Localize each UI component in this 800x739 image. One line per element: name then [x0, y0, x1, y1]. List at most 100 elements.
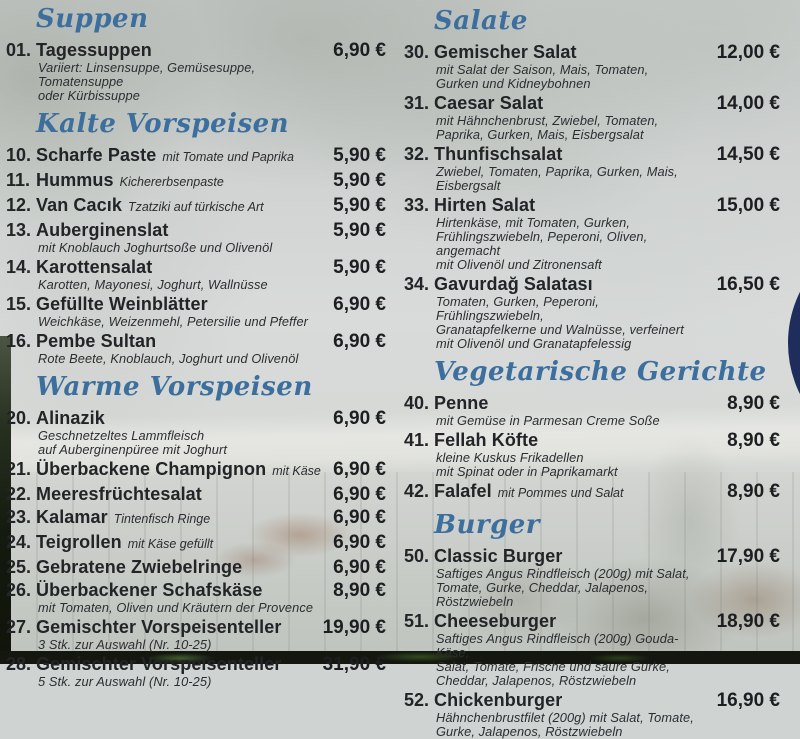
- item-title: Gemischter Vorspeisenteller: [36, 654, 282, 674]
- item-price: 8,90 €: [333, 580, 386, 601]
- menu-column-right: Salate 30. Gemischer Salat mit Salat der Sa…: [404, 0, 780, 739]
- menu-item: 32. Thunfischsalat Zwiebel, Tomaten, Papri…: [404, 144, 780, 193]
- section-header: Vegetarische Gerichte: [434, 357, 767, 387]
- item-title: Chickenburger: [434, 690, 563, 710]
- item-title-suffix: Kichererbsenpaste: [119, 175, 224, 189]
- menu-item: 15. Gefüllte Weinblätter Weichkäse, Weizen…: [6, 294, 386, 329]
- item-number: 20.: [6, 408, 32, 428]
- item-number: 15.: [6, 294, 32, 314]
- railing-texture: [0, 472, 800, 652]
- item-price: 5,90 €: [333, 257, 386, 278]
- menu-item-row: 11. Hummus Kichererbsenpaste: [6, 170, 316, 193]
- dark-left-edge: [0, 336, 11, 664]
- section-header: Suppen: [36, 4, 149, 34]
- menu-item-row: 40. Penne: [404, 393, 710, 414]
- item-price: 8,90 €: [727, 481, 780, 502]
- menu-item-row: 34. Gavurdağ Salatası: [404, 274, 710, 295]
- menu-item: 27. Gemischter Vorspeisenteller 3 Stk. zur…: [6, 617, 386, 652]
- item-description-line: mit Hähnchenbrust, Zwiebel, Tomaten,: [436, 113, 659, 128]
- menu-item-row: 12. Van Cacık Tzatziki auf türkische Art: [6, 195, 316, 218]
- item-title: Überbackene Champignon: [36, 459, 267, 479]
- item-title: Cheeseburger: [434, 611, 557, 631]
- item-number: 42.: [404, 481, 430, 501]
- item-title: Gebratene Zwiebelringe: [36, 557, 243, 577]
- item-number: 22.: [6, 484, 32, 504]
- item-price: 5,90 €: [333, 220, 386, 241]
- item-number: 51.: [404, 611, 430, 631]
- menu-item-row: 16. Pembe Sultan: [6, 331, 316, 352]
- item-number: 11.: [6, 170, 31, 190]
- menu-item-row: 42. Falafel mit Pommes und Salat: [404, 481, 710, 504]
- item-description-line: Paprika, Gurken, Mais, Eisbergsalat: [436, 127, 644, 142]
- menu-item: 51. Cheeseburger Saftiges Angus Rindfleisc…: [404, 611, 780, 688]
- item-price: 14,50 €: [716, 144, 780, 165]
- item-price: 6,90 €: [333, 408, 386, 429]
- item-number: 27.: [6, 617, 32, 637]
- dark-bottom-edge: [0, 651, 800, 664]
- item-description-line: mit Gemüse in Parmesan Creme Soße: [436, 413, 660, 428]
- item-number: 24.: [6, 532, 32, 552]
- item-description-line: Hähnchenbrustfilet (200g) mit Salat, Tom…: [436, 710, 694, 725]
- menu-item: 24. Teigrollen mit Käse gefüllt 6,90 €: [6, 532, 386, 555]
- item-description-line: Frühlingszwiebeln, Peperoni, Oliven, ang…: [436, 229, 648, 258]
- item-price: 5,90 €: [333, 195, 386, 216]
- menu-item: 31. Caesar Salat mit Hähnchenbrust, Zwiebe…: [404, 93, 780, 142]
- item-description-line: Geschnetzeltes Lammfleisch: [38, 428, 205, 443]
- menu-item-row: 52. Chickenburger: [404, 690, 710, 711]
- menu-item-row: 31. Caesar Salat: [404, 93, 710, 114]
- item-price: 5,90 €: [333, 170, 386, 191]
- item-price: 6,90 €: [333, 532, 386, 553]
- item-title: Alinazik: [36, 408, 105, 428]
- item-description-line: mit Spinat oder in Paprikamarkt: [436, 464, 618, 479]
- menu-item-row: 15. Gefüllte Weinblätter: [6, 294, 316, 315]
- item-price: 6,90 €: [333, 507, 386, 528]
- item-title: Meeresfrüchtesalat: [36, 484, 202, 504]
- item-title: Gemischer Salat: [434, 42, 577, 62]
- item-price: 6,90 €: [333, 557, 386, 578]
- menu-item-row: 10. Scharfe Paste mit Tomate und Paprika: [6, 145, 316, 168]
- item-title: Thunfischsalat: [434, 144, 563, 164]
- menu-item: 41. Fellah Köfte kleine Kuskus Frikadellen…: [404, 430, 780, 479]
- menu-item: 50. Classic Burger Saftiges Angus Rindflei…: [404, 546, 780, 609]
- item-price: 16,50 €: [716, 274, 780, 295]
- item-number: 50.: [404, 546, 430, 566]
- item-price: 6,90 €: [333, 484, 386, 505]
- item-description-line: mit Knoblauch Joghurtsoße und Olivenöl: [38, 240, 273, 255]
- menu-item: 23. Kalamar Tintenfisch Ringe 6,90 €: [6, 507, 386, 530]
- background-photo: [0, 0, 800, 664]
- item-number: 23.: [6, 507, 32, 527]
- item-number: 01.: [6, 40, 32, 60]
- item-number: 28.: [6, 654, 32, 674]
- menu-item: 33. Hirten Salat Hirtenkäse, mit Tomaten, …: [404, 195, 780, 272]
- menu-item-row: 27. Gemischter Vorspeisenteller: [6, 617, 316, 638]
- item-description-line: mit Salat der Saison, Mais, Tomaten,: [436, 62, 649, 77]
- item-description-line: Weichkäse, Weizenmehl, Petersilie und Pf…: [38, 314, 309, 329]
- item-description-line: Zwiebel, Tomaten, Paprika, Gurken, Mais,…: [436, 164, 678, 193]
- section-header: Kalte Vorspeisen: [36, 109, 290, 139]
- menu-item-row: 23. Kalamar Tintenfisch Ringe: [6, 507, 316, 530]
- menu-column-left: Suppen 01. Tagessuppen Variiert: Linsensupp…: [6, 0, 386, 689]
- item-number: 10.: [6, 145, 32, 165]
- item-price: 18,90 €: [716, 611, 780, 632]
- item-title-suffix: Tintenfisch Ringe: [113, 512, 211, 526]
- item-description-line: Rote Beete, Knoblauch, Joghurt und Olive…: [38, 351, 299, 366]
- item-description-line: kleine Kuskus Frikadellen: [436, 450, 584, 465]
- menu-item: 11. Hummus Kichererbsenpaste 5,90 €: [6, 170, 386, 193]
- item-description-line: Gurke, Jalapenos, Röstzwiebeln: [436, 724, 623, 739]
- item-price: 16,90 €: [716, 690, 780, 711]
- item-number: 16.: [6, 331, 32, 351]
- item-description-line: Granatapfelkerne und Walnüsse, verfeiner…: [436, 322, 684, 337]
- menu-item: 30. Gemischer Salat mit Salat der Saison, …: [404, 42, 780, 91]
- menu-item: 21. Überbackene Champignon mit Käse 6,90 €: [6, 459, 386, 482]
- item-description-line: Cheddar, Jalapenos, Röstzwiebeln: [436, 673, 637, 688]
- item-number: 32.: [404, 144, 430, 164]
- menu-item: 16. Pembe Sultan Rote Beete, Knoblauch, Jo…: [6, 331, 386, 366]
- menu-item: 52. Chickenburger Hähnchenbrustfilet (200g…: [404, 690, 780, 739]
- item-number: 40.: [404, 393, 430, 413]
- item-description-line: Tomaten, Gurken, Peperoni, Frühlingszwie…: [436, 294, 599, 323]
- item-price: 12,00 €: [716, 42, 780, 63]
- menu-item: 20. Alinazik Geschnetzeltes Lammfleisch auf…: [6, 408, 386, 457]
- section-header: Burger: [434, 510, 540, 540]
- item-title: Classic Burger: [434, 546, 563, 566]
- item-title: Teigrollen: [36, 532, 122, 552]
